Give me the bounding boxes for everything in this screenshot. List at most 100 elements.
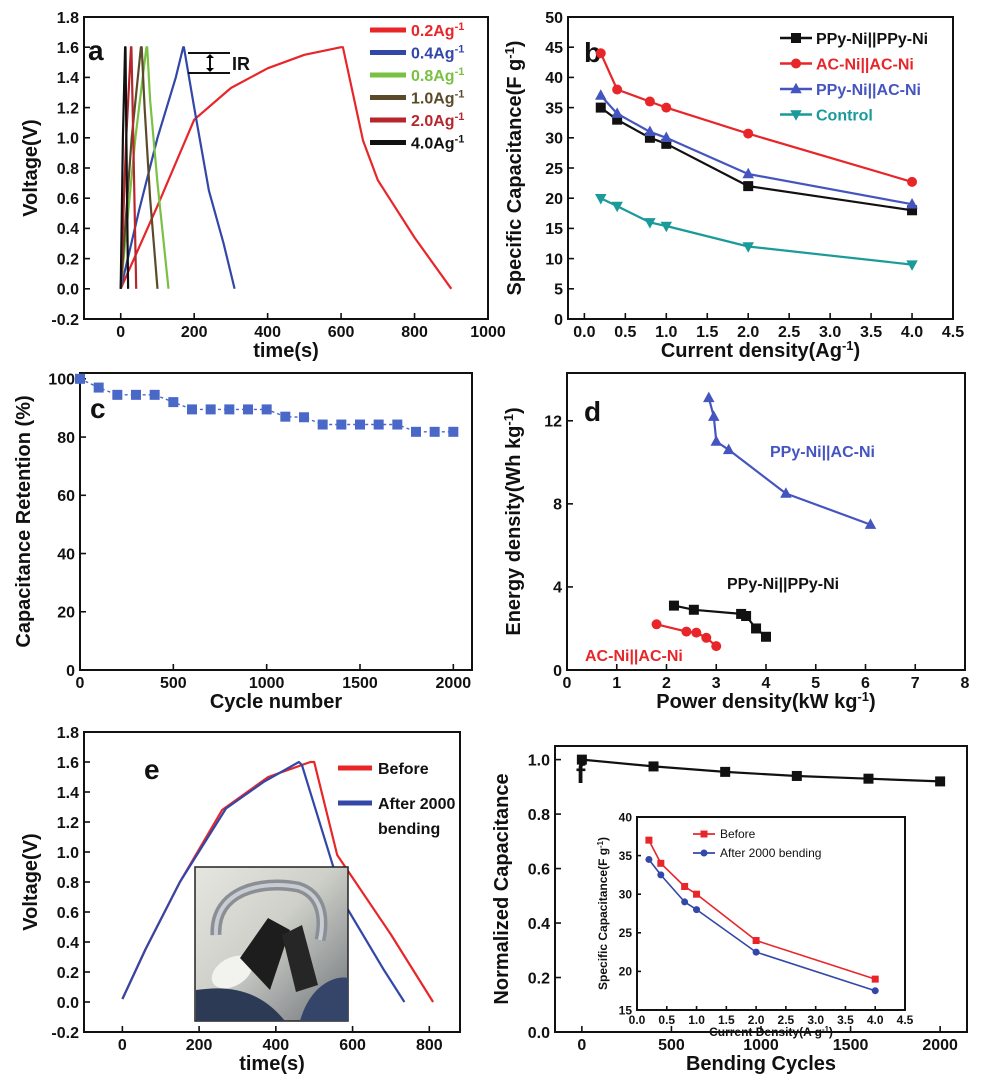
y-axis-label: Voltage(V) [20,119,42,216]
legend-marker [790,82,802,94]
x-tick-label: 400 [254,324,281,341]
data-point [224,404,235,415]
series-line [119,46,130,289]
x-tick-label: 1500 [342,675,378,692]
data-point [612,114,623,125]
data-point [373,419,384,430]
series-after-2000-bending [121,760,406,1003]
data-point [317,419,328,430]
series-line [119,46,138,289]
x-tick-label: 4.5 [897,1013,914,1027]
legend-label: 4.0Ag-1 [411,134,464,153]
data-point [752,948,760,956]
data-point [299,412,309,423]
data-point [660,221,673,233]
data-point [355,419,365,430]
x-tick-label: 0.5 [658,1013,675,1027]
x-tick-label: 600 [328,324,355,341]
ir-arrow-head-down [206,68,214,72]
legend-marker [790,110,802,121]
y-tick-label: 0.6 [57,191,79,208]
series-line [119,46,159,289]
panel-b: 0.0 0.5 1.0 1.5 2.0 2.5 3.0 3.5 4.0 4.5 0 5 10 15 20 25… [502,10,965,362]
data-point [720,766,731,777]
data-point [595,102,606,113]
y-tick-label: 50 [545,10,563,27]
data-point [448,426,459,437]
data-point [595,89,607,100]
data-point [780,487,792,498]
data-point [280,411,291,422]
data-point [648,761,659,772]
x-axis-label: Current Density(A g-1) [709,1025,833,1040]
data-point [644,218,656,229]
series-ppy-ni-ac-ni [703,391,877,529]
y-tick-label: 0.0 [57,995,79,1012]
x-tick-label: 1000 [249,675,285,692]
data-point [411,426,421,437]
series-ac-ni-ac-ni [595,48,918,187]
x-tick-label: 2.0 [737,324,759,341]
data-point [644,125,656,137]
panel-letter: b [584,37,601,68]
plot-frame [566,372,966,671]
data-point [761,631,771,642]
data-point [336,419,347,430]
ir-arrow-head-up [206,54,214,58]
data-point [168,397,179,408]
series-before [645,836,879,983]
glove-right [300,977,348,1021]
x-tick-label: 1 [612,675,621,692]
series-label: AC-Ni||AC-Ni [585,648,683,665]
x-axis-label: Bending Cycles [686,1053,836,1075]
data-point [708,410,720,421]
legend-a: 0.2Ag-1 0.4Ag-1 0.8Ag-1 1.0Ag-1 2.0Ag-1 4.0Ag… [370,21,464,153]
data-point [907,205,918,216]
white-clip [211,955,253,989]
y-tick-label: 12 [544,414,562,431]
series-control [595,193,918,271]
y-tick-label: 45 [545,40,563,57]
data-point [661,138,672,149]
x-tick-label: 0.5 [614,324,636,341]
x-tick-label: 1500 [833,1037,869,1054]
data-point [935,776,946,787]
data-point [871,987,879,995]
x-tick-label: 0.0 [629,1013,646,1027]
y-tick-label: 8 [553,497,562,514]
data-point [612,84,623,95]
data-point [701,632,712,643]
data-point [645,836,653,844]
data-point [681,626,692,637]
panel-e: 0 200 400 600 800 -0.2 0.0 0.2 0.4 0.6 0.8 1.0 1.2 1.… [20,725,461,1075]
data-point [243,404,253,415]
x-tick-label: 0 [76,675,85,692]
x-tick-label: 0 [577,1037,586,1054]
data-point [187,404,197,415]
x-tick-label: 2.5 [778,324,800,341]
series-ppy-ni-ac-ni [595,89,918,209]
x-axis-label: Current density(Ag-1) [661,338,860,363]
x-tick-label: 800 [416,1037,443,1054]
x-tick-label: 1000 [743,1037,779,1054]
data-point [611,201,623,213]
series-0 [75,373,459,437]
data-point [703,391,715,403]
legend-label: PPy-Ni||PPy-Ni [816,31,928,48]
legend-label: 0.4Ag-1 [411,44,464,63]
series-line [121,760,406,1003]
x-tick-label: 8 [961,675,970,692]
data-point [681,898,689,906]
y-tick-label: 15 [545,221,563,238]
y-tick-label: 5 [554,282,563,299]
series-line [599,94,913,206]
x-tick-label: 500 [160,675,187,692]
y-tick-label: 1.0 [57,131,79,148]
series-line [599,52,913,183]
y-tick-label: 0.0 [57,282,79,299]
data-point [75,373,85,384]
bent-strip-highlight [213,883,324,941]
legend-b: PPy-Ni||PPy-Ni AC-Ni||AC-Ni PPy-Ni||AC-Ni C… [780,31,928,125]
y-tick-label: 0.4 [57,221,79,238]
